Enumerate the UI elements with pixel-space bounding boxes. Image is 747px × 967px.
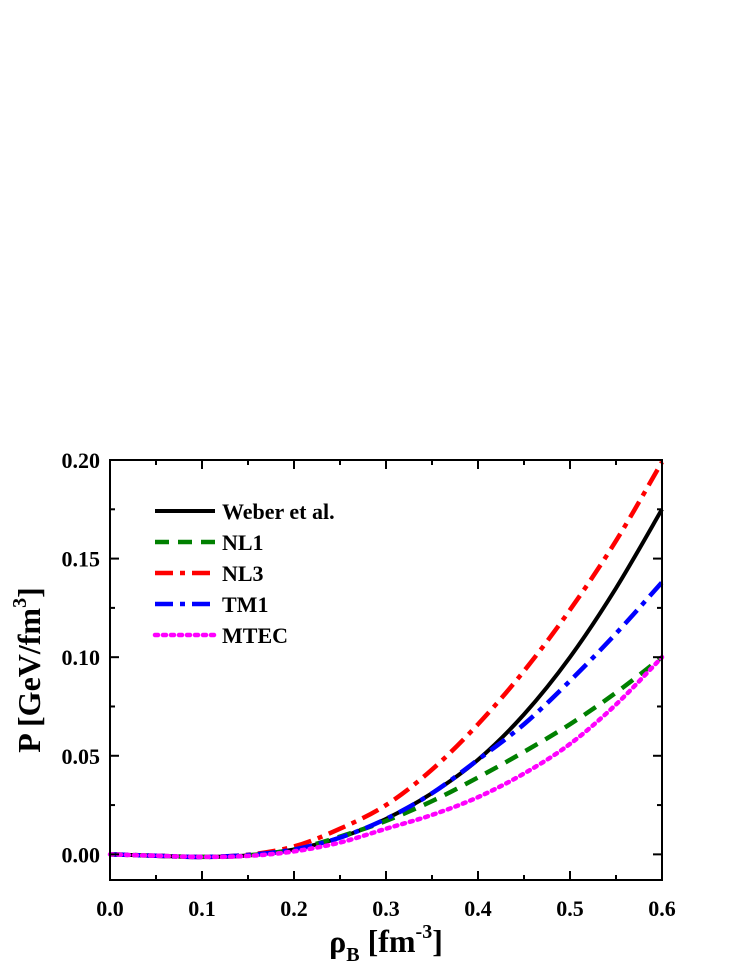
- legend-label: NL1: [222, 530, 264, 555]
- axis-ticks: 0.0 0.1 0.2 0.3 0.4 0.5 0.6 0.00 0.05 0.10 0.15 0.2…: [62, 448, 676, 921]
- y-axis-label-main: P [GeV/fm: [11, 608, 47, 753]
- x-axis-label: ρB [fm-3]: [329, 921, 443, 966]
- series-line-5: [107, 654, 665, 860]
- y-tick-label: 0.00: [62, 842, 101, 867]
- legend: Weber et al. NL1 NL3 TM1 MTEC: [152, 499, 335, 648]
- series-line-3: [109, 460, 664, 860]
- y-axis-label-exp: 3: [9, 598, 31, 608]
- legend-label: TM1: [222, 592, 268, 617]
- x-tick-label: 0.5: [556, 896, 584, 921]
- x-tick-label: 0.4: [464, 896, 492, 921]
- x-tick-label: 0.3: [372, 896, 400, 921]
- x-axis-label-sub: B: [346, 944, 359, 966]
- x-tick-label: 0.2: [280, 896, 308, 921]
- plot-curves: [107, 460, 665, 860]
- y-tick-label: 0.05: [62, 744, 101, 769]
- legend-label: MTEC: [222, 623, 288, 648]
- legend-label: NL3: [222, 561, 264, 586]
- y-axis-label: P [GeV/fm3]: [9, 587, 47, 753]
- x-axis-label-close: ]: [432, 923, 443, 959]
- x-axis-label-unit: [fm: [360, 923, 416, 959]
- x-tick-label: 0.1: [188, 896, 216, 921]
- y-tick-label: 0.10: [62, 645, 101, 670]
- x-axis-label-exp: -3: [416, 921, 433, 943]
- y-tick-label: 0.20: [62, 448, 101, 473]
- y-axis-label-close: ]: [11, 587, 47, 598]
- legend-label: Weber et al.: [222, 499, 335, 524]
- x-tick-label: 0.0: [96, 896, 124, 921]
- y-tick-label: 0.15: [62, 547, 101, 572]
- x-axis-label-main: ρ: [329, 923, 346, 959]
- x-tick-label: 0.6: [648, 896, 676, 921]
- series-line-4: [109, 580, 664, 860]
